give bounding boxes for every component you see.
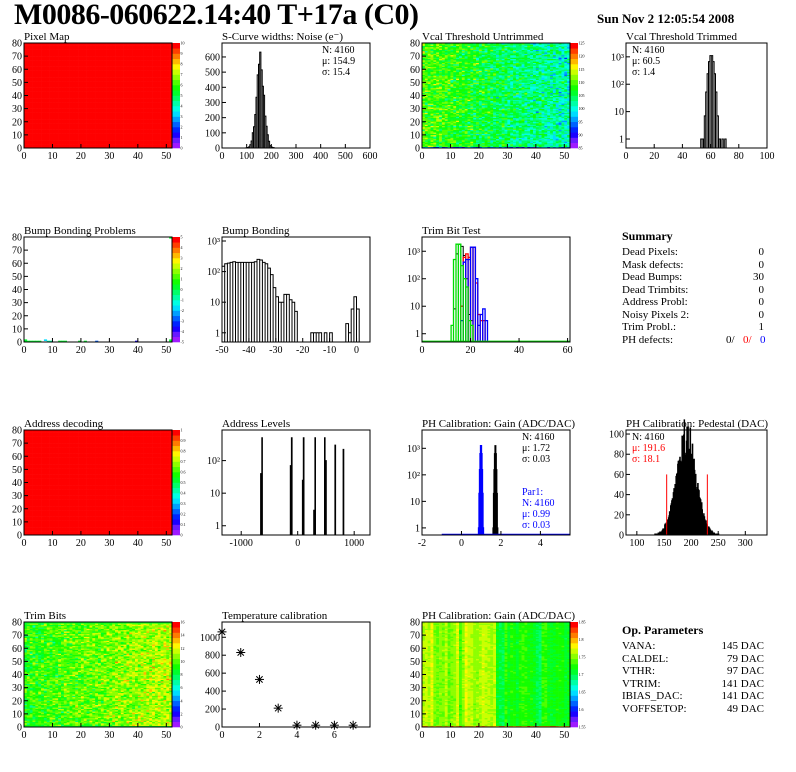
heatmap-cells — [24, 43, 172, 148]
panel-title: Pixel Map — [24, 31, 70, 43]
